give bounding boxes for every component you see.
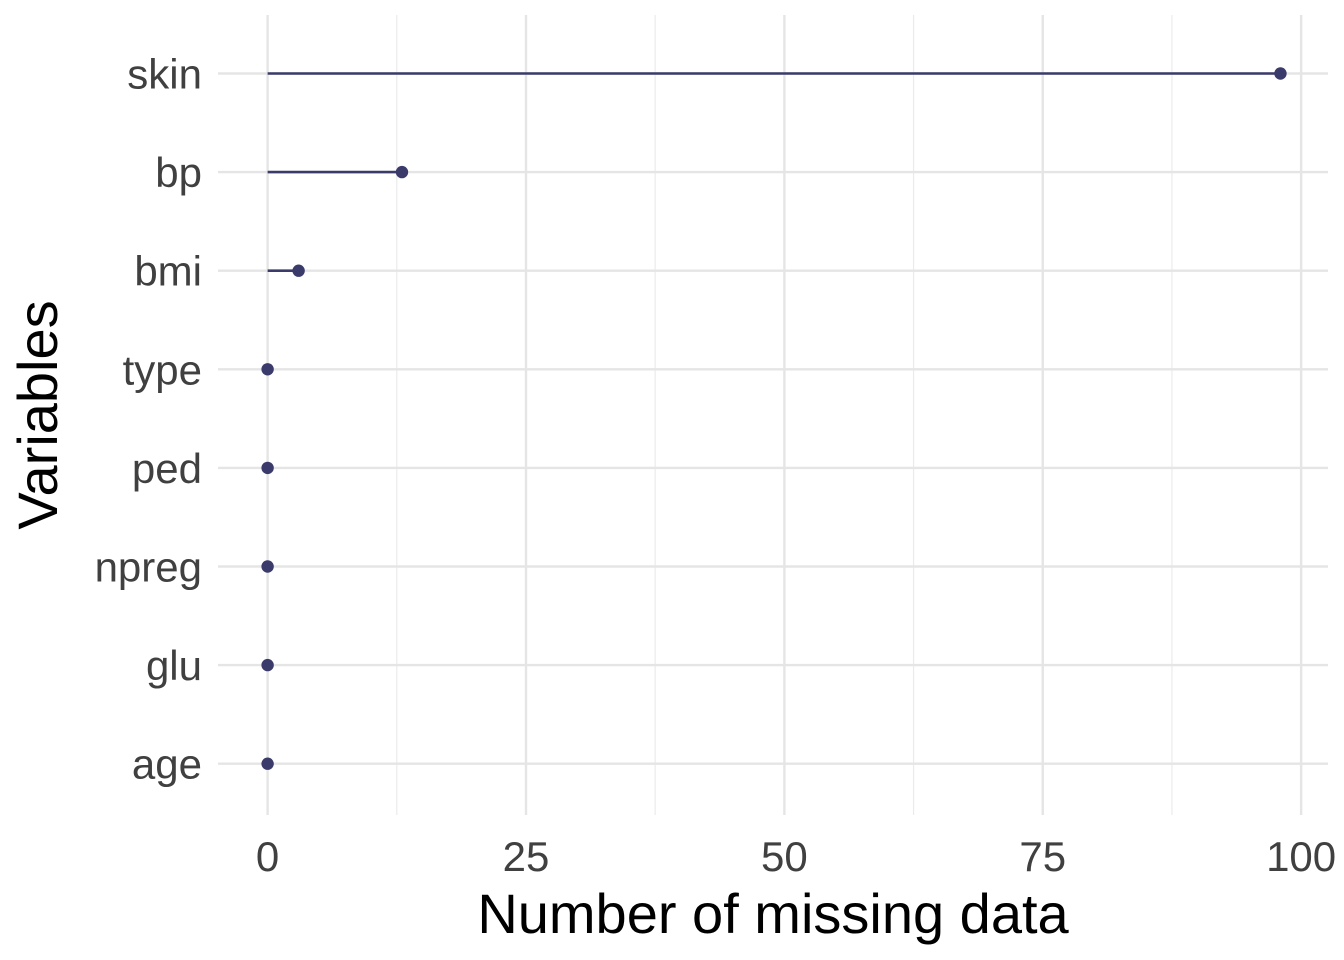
y-tick-label-glu: glu xyxy=(146,642,202,689)
x-tick-label: 75 xyxy=(1019,833,1066,880)
y-tick-label-type: type xyxy=(123,346,202,393)
lollipop-points xyxy=(261,67,1287,770)
x-tick-label: 0 xyxy=(256,833,279,880)
y-tick-label-skin: skin xyxy=(127,51,202,98)
lollipop-point-age xyxy=(261,757,274,770)
y-axis-tick-labels: skin bp bmi type ped npreg glu age xyxy=(95,51,202,788)
x-axis-title: Number of missing data xyxy=(477,882,1069,945)
lollipop-point-glu xyxy=(261,658,274,672)
lollipop-point-npreg xyxy=(261,560,274,573)
lollipop-stems xyxy=(267,72,1281,273)
lollipop-point-bmi xyxy=(292,264,305,277)
y-tick-label-ped: ped xyxy=(132,445,202,492)
major-gridlines xyxy=(218,15,1328,815)
lollipop-point-bp xyxy=(395,165,409,179)
x-tick-label: 50 xyxy=(761,833,808,880)
lollipop-point-type xyxy=(261,363,274,376)
x-axis-tick-labels: 0 25 50 75 100 xyxy=(256,833,1336,880)
y-tick-label-bmi: bmi xyxy=(134,248,202,295)
x-tick-label: 100 xyxy=(1266,833,1336,880)
x-tick-label: 25 xyxy=(503,833,550,880)
y-tick-label-age: age xyxy=(132,741,202,788)
lollipop-point-skin xyxy=(1274,67,1287,80)
y-tick-label-bp: bp xyxy=(155,149,202,196)
lollipop-point-ped xyxy=(261,461,274,475)
y-tick-label-npreg: npreg xyxy=(95,544,202,591)
y-axis-title: Variables xyxy=(6,300,69,529)
minor-gridlines xyxy=(396,15,1173,815)
